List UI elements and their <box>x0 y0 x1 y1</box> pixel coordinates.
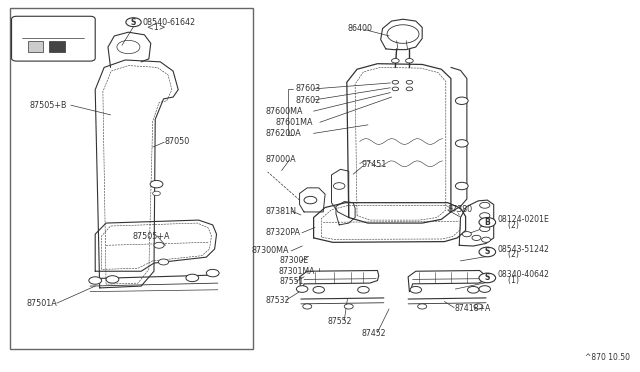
Circle shape <box>406 80 413 84</box>
Text: 876200A: 876200A <box>266 129 301 138</box>
Circle shape <box>479 213 490 219</box>
Text: 87452: 87452 <box>362 329 386 338</box>
Text: S: S <box>484 273 490 282</box>
Circle shape <box>463 232 471 237</box>
Circle shape <box>303 304 312 309</box>
Circle shape <box>456 182 468 190</box>
Text: 87300E: 87300E <box>280 256 309 265</box>
Circle shape <box>333 183 345 189</box>
Text: <1>: <1> <box>143 23 166 32</box>
Text: 87380: 87380 <box>448 205 473 214</box>
Circle shape <box>479 247 495 257</box>
Text: 87505+A: 87505+A <box>133 231 170 241</box>
Circle shape <box>106 276 119 283</box>
Circle shape <box>392 58 399 63</box>
Text: 87601MA: 87601MA <box>275 118 313 127</box>
Circle shape <box>150 180 163 188</box>
Text: 87505+B: 87505+B <box>29 101 67 110</box>
Circle shape <box>304 196 317 204</box>
Circle shape <box>406 87 413 91</box>
Circle shape <box>479 273 495 283</box>
Text: 97451: 97451 <box>362 160 387 169</box>
Text: 87602: 87602 <box>296 96 321 105</box>
Circle shape <box>392 87 399 91</box>
Text: S: S <box>484 247 490 256</box>
Text: 87551: 87551 <box>280 277 304 286</box>
Circle shape <box>479 286 490 292</box>
Text: 08543-51242: 08543-51242 <box>497 244 549 253</box>
Circle shape <box>418 304 427 309</box>
Text: 87552: 87552 <box>328 317 352 326</box>
Text: 87301MA: 87301MA <box>278 267 315 276</box>
Text: 08540-61642: 08540-61642 <box>143 18 196 27</box>
Text: 87050: 87050 <box>164 137 189 146</box>
Circle shape <box>406 58 413 63</box>
Text: 87381N: 87381N <box>265 207 296 216</box>
Text: ^870 10.50: ^870 10.50 <box>585 353 630 362</box>
Circle shape <box>410 286 422 293</box>
Text: (2): (2) <box>497 221 518 230</box>
Text: 87501A: 87501A <box>26 299 57 308</box>
Circle shape <box>126 18 141 27</box>
Circle shape <box>474 304 483 309</box>
Circle shape <box>456 97 468 105</box>
Circle shape <box>472 235 481 240</box>
Circle shape <box>159 259 169 265</box>
Text: 87418+A: 87418+A <box>454 304 490 313</box>
Text: 87300MA: 87300MA <box>251 246 289 255</box>
Text: S: S <box>131 18 136 27</box>
Bar <box>28 41 44 52</box>
Circle shape <box>456 140 468 147</box>
Text: 08340-40642: 08340-40642 <box>497 270 549 279</box>
Circle shape <box>313 286 324 293</box>
Text: B: B <box>484 218 490 227</box>
Circle shape <box>153 191 161 196</box>
Text: 87000A: 87000A <box>266 155 296 164</box>
Text: (2): (2) <box>497 250 518 259</box>
Circle shape <box>479 202 490 208</box>
Circle shape <box>296 286 308 292</box>
Circle shape <box>479 218 495 227</box>
FancyBboxPatch shape <box>12 16 95 61</box>
Circle shape <box>344 304 353 309</box>
Text: 87532: 87532 <box>266 296 290 305</box>
Circle shape <box>154 242 164 248</box>
Bar <box>10 8 253 349</box>
Text: 87320PA: 87320PA <box>266 228 301 237</box>
Circle shape <box>481 237 490 242</box>
Circle shape <box>479 226 490 232</box>
Text: 87603: 87603 <box>296 84 321 93</box>
Text: 87600MA: 87600MA <box>266 107 303 116</box>
Text: 08124-0201E: 08124-0201E <box>497 215 549 224</box>
Bar <box>49 41 65 52</box>
Circle shape <box>392 80 399 84</box>
Circle shape <box>186 274 198 282</box>
Circle shape <box>358 286 369 293</box>
Text: 86400: 86400 <box>348 24 372 33</box>
Circle shape <box>206 269 219 277</box>
Text: (1): (1) <box>497 276 518 285</box>
Circle shape <box>467 286 479 293</box>
Circle shape <box>89 277 102 284</box>
